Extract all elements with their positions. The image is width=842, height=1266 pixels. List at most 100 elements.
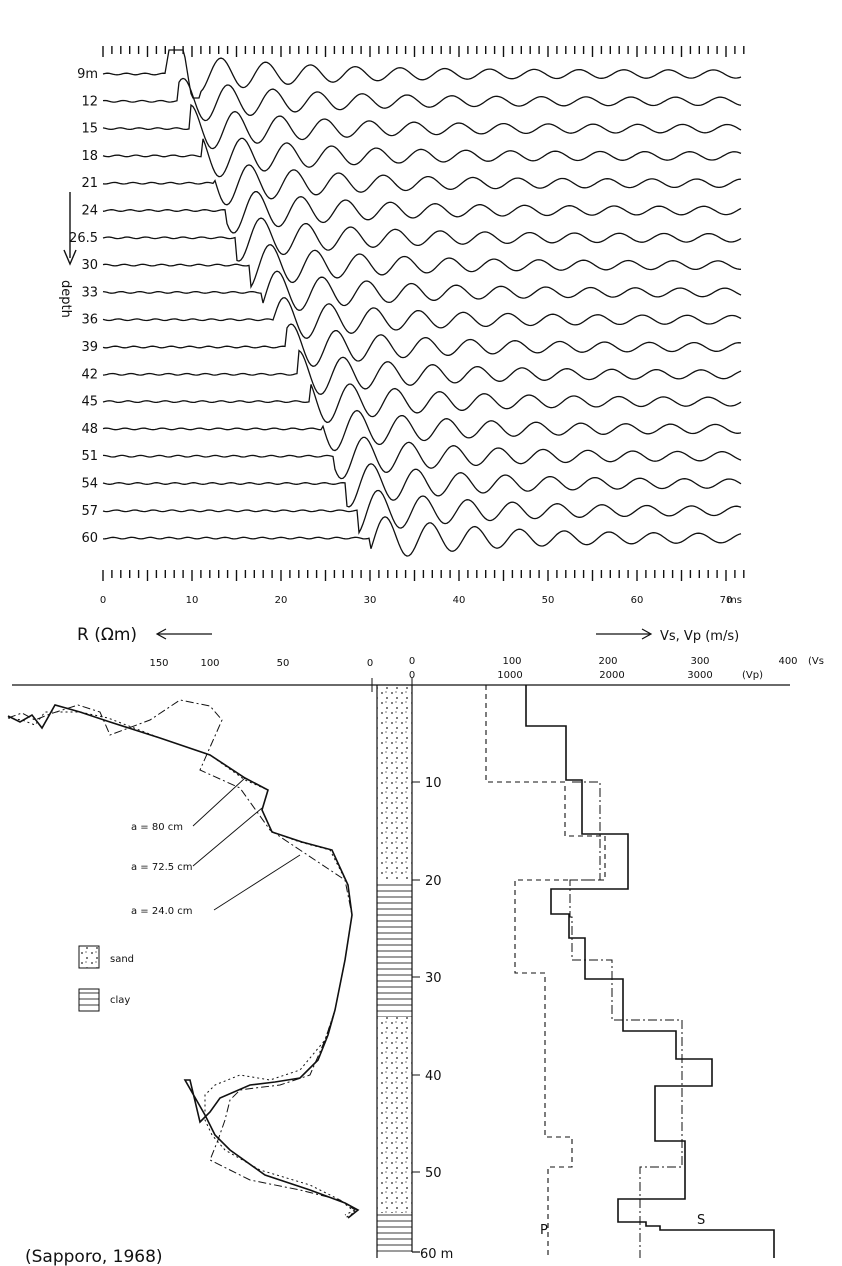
r-tick-150: 150 [149,658,168,669]
seismic-trace [102,49,742,99]
depth-label: 26.5 [69,231,98,246]
vs-tag: (Vs [808,656,824,667]
seismic-trace [102,270,742,311]
seismic-trace [102,244,742,289]
time-tick-label: 50 [542,595,555,606]
depth-tick-10: 10 [425,776,442,791]
depth-end-label: 60 m [420,1247,453,1262]
seismic-trace [102,164,742,206]
time-tick-label: 70 [720,595,733,606]
vs-solid-profile [525,685,775,1258]
depth-label: 12 [81,94,98,109]
seismic-trace [102,463,742,508]
leader-a80 [192,777,246,827]
seismic-trace [102,349,742,395]
depth-label: 60 [81,531,98,546]
depth-label: 36 [81,313,98,328]
resistivity-curve-a240 [7,704,360,1219]
depth-label: 48 [81,422,98,437]
seismic-trace [102,323,742,367]
sand-layer-bottom [377,1017,412,1213]
vs-tick-200: 200 [598,656,617,667]
electrode-label-a725: a = 72.5 cm [131,862,193,873]
s-wave-label: S [697,1213,705,1228]
clay-layer [377,880,412,1017]
vs-tick-400: 400 [778,656,797,667]
resistivity-curve-a80 [7,699,356,1216]
time-unit-label: ms [727,595,742,606]
resistivity-curve-a725 [7,711,356,1219]
leader-a725 [192,807,263,867]
depth-label: 39 [81,340,98,355]
seismic-traces [102,49,742,557]
seismic-trace [102,77,742,122]
depth-label: 45 [81,395,98,410]
time-axis-labels: 0 10 20 30 40 50 60 70 [100,595,733,606]
depth-label: 30 [81,258,98,273]
vs-tick-300: 300 [690,656,709,667]
column-tick-0-top: 0 [409,656,415,667]
lithology-legend: sand clay [78,945,134,1012]
resistivity-axis-label: R (Ωm) [77,625,137,645]
time-tick-label: 10 [186,595,199,606]
depth-label: 57 [81,504,98,519]
seismic-trace [102,409,742,452]
figure-caption: (Sapporo, 1968) [25,1247,163,1266]
sand-legend-swatch [78,945,100,969]
depth-label: 33 [81,285,98,300]
seismic-trace [102,103,742,150]
time-tick-label: 60 [631,595,644,606]
vp-tick-1000: 1000 [497,670,522,681]
vp-dashdot-profile [569,781,683,1258]
depth-label: 15 [81,122,98,137]
seismic-trace [102,516,742,557]
seismic-trace [102,489,742,535]
depth-ticks: 10 20 30 40 50 60 m [412,776,453,1262]
depth-label: 9m [77,67,98,82]
depth-arrow-head [63,249,77,266]
sand-layer-top [377,685,412,880]
time-tick-marks-bottom [102,570,745,581]
seismic-trace [102,217,742,262]
seismic-trace [102,297,742,339]
r-tick-100: 100 [200,658,219,669]
depth-label: 51 [81,449,98,464]
seismic-trace [102,191,742,234]
vp-tick-2000: 2000 [599,670,624,681]
vs-tick-100: 100 [502,656,521,667]
velocity-profiles [485,685,775,1258]
time-tick-label: 20 [275,595,288,606]
sand-legend-label: sand [110,954,134,965]
lithology-column [376,685,420,1258]
velocity-axis-label: Vs, Vp (m/s) [660,629,739,644]
depth-label: 42 [81,367,98,382]
resistivity-arrow-head [155,628,167,640]
seismic-trace [102,383,742,424]
time-tick-label: 0 [100,595,106,606]
vp-tick-3000: 3000 [687,670,712,681]
seismogram-panel: 9m 12 15 18 21 24 26.5 30 33 36 39 42 45 48 51 54 57 60 0… [58,46,745,606]
time-tick-label: 40 [453,595,466,606]
depth-tick-40: 40 [425,1069,442,1084]
depth-labels: 9m 12 15 18 21 24 26.5 30 33 36 39 42 45 48 51 54 57 60 [69,67,98,546]
time-tick-marks-top [102,46,745,57]
electrode-label-a240: a = 24.0 cm [131,906,193,917]
depth-label: 24 [81,204,98,219]
electrode-label-a80: a = 80 cm [131,822,183,833]
time-tick-label: 30 [364,595,377,606]
depth-label: 18 [81,149,98,164]
seismic-trace [102,137,742,178]
log-panel: R (Ωm) Vs, Vp (m/s) 150 100 50 0 0 0 100… [7,625,824,1266]
depth-tick-30: 30 [425,971,442,986]
resistivity-curves [7,699,360,1219]
depth-label: 21 [81,176,98,191]
depth-tick-20: 20 [425,874,442,889]
vp-ticks: 1000 2000 3000 (Vp) [497,670,763,681]
vp-dashed-profile [485,685,606,1258]
leader-a240 [213,854,301,911]
depth-axis-label: depth [58,280,73,318]
vs-ticks: 100 200 300 400 (Vs [502,656,824,667]
clay-legend-label: clay [110,995,130,1006]
r-tick-0: 0 [367,658,373,669]
